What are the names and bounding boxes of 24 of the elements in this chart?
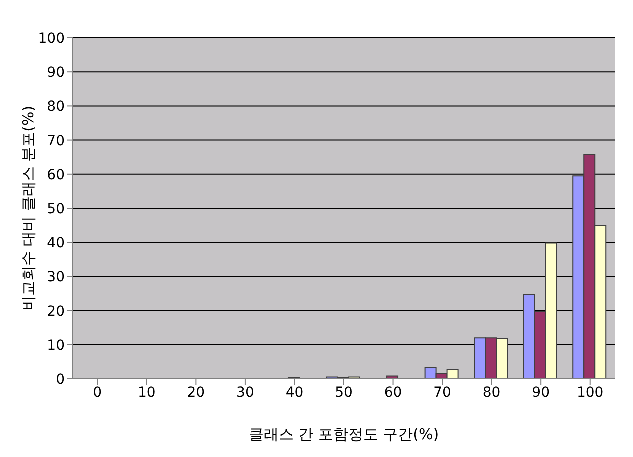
x-axis-title: 클래스 간 포함정도 구간(%) (248, 426, 440, 444)
y-tick-label: 20 (47, 304, 65, 320)
x-tick-label: 60 (384, 384, 402, 401)
x-tick-label: 30 (236, 384, 254, 401)
x-tick-label: 0 (93, 384, 102, 401)
y-tick-label: 40 (47, 236, 65, 252)
y-tick-label: 70 (47, 133, 65, 150)
y-tick-label: 0 (56, 372, 65, 388)
y-tick-label: 50 (47, 201, 65, 218)
x-tick-label: 100 (576, 384, 604, 401)
y-tick-label: 10 (47, 338, 65, 354)
x-tick-label: 80 (482, 384, 501, 401)
x-tick-label: 20 (187, 384, 206, 401)
x-tick-label: 90 (532, 384, 550, 401)
x-tick-label: 50 (335, 384, 353, 401)
y-tick-label: 30 (47, 270, 65, 286)
x-tick-label: 40 (286, 384, 304, 401)
y-tick-label: 100 (38, 30, 65, 47)
y-tick-label: 90 (47, 65, 65, 82)
y-tick-label: 60 (47, 167, 65, 184)
y-tick-label: 80 (47, 99, 65, 116)
x-tick-label: 70 (434, 384, 452, 401)
x-tick-label: 10 (138, 384, 156, 401)
y-axis-title: 비교회수 대비 클래스 분포(%) (19, 106, 38, 312)
